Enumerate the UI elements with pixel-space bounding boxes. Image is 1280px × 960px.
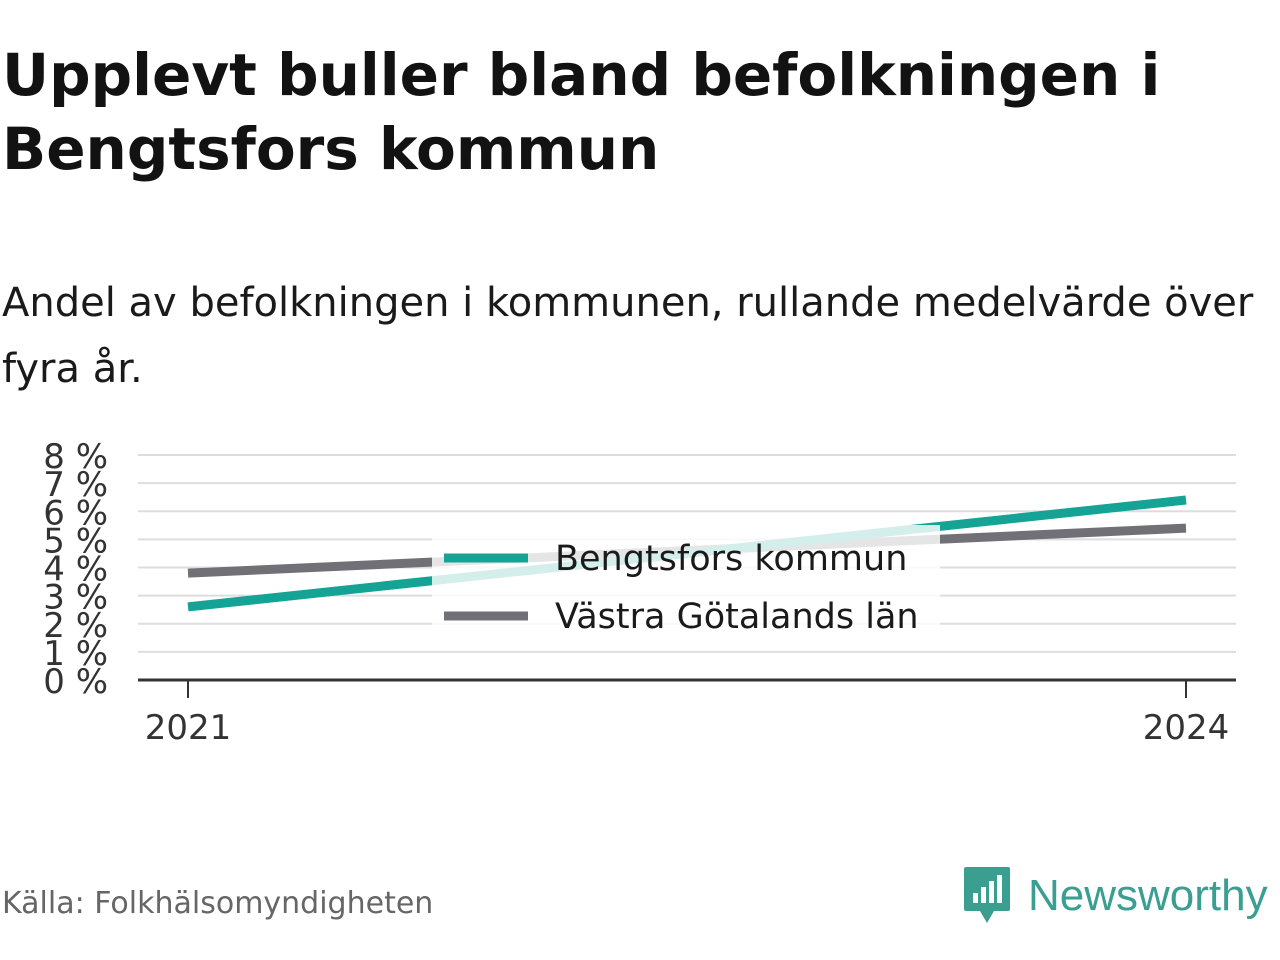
legend-label: Västra Götalands län: [555, 597, 919, 637]
legend: Bengtsfors kommun Västra Götalands län: [432, 525, 940, 649]
legend-background: [432, 525, 940, 649]
x-axis-ticks: 2021 2024: [145, 680, 1230, 748]
y-tick-label: 2 %: [43, 606, 108, 646]
y-tick-label: 3 %: [43, 578, 108, 618]
y-tick-label: 0 %: [43, 662, 108, 702]
y-tick-label: 4 %: [43, 550, 108, 590]
source-note: Källa: Folkhälsomyndigheten: [2, 886, 434, 921]
brand-name: Newsworthy: [1028, 871, 1268, 920]
y-tick-label: 6 %: [43, 493, 108, 533]
newsworthy-logo-icon: [964, 867, 1010, 923]
y-axis-ticks: 0 %1 %2 %3 %4 %5 %6 %7 %8 %: [43, 437, 108, 702]
brand-logo: Newsworthy: [962, 864, 1268, 928]
x-tick-label: 2024: [1143, 708, 1230, 748]
chart-subtitle: Andel av befolkningen i kommunen, rullan…: [2, 280, 1254, 392]
y-tick-label: 5 %: [43, 521, 108, 561]
chart-title: Upplevt buller bland befolkningen i Beng…: [2, 41, 1161, 183]
legend-label: Bengtsfors kommun: [555, 539, 907, 579]
y-tick-label: 1 %: [43, 634, 108, 674]
y-tick-label: 7 %: [43, 465, 108, 505]
line-chart: 0 %1 %2 %3 %4 %5 %6 %7 %8 % 2021 2024 Ben…: [43, 437, 1236, 748]
x-tick-label: 2021: [145, 708, 232, 748]
y-tick-label: 8 %: [43, 437, 108, 477]
